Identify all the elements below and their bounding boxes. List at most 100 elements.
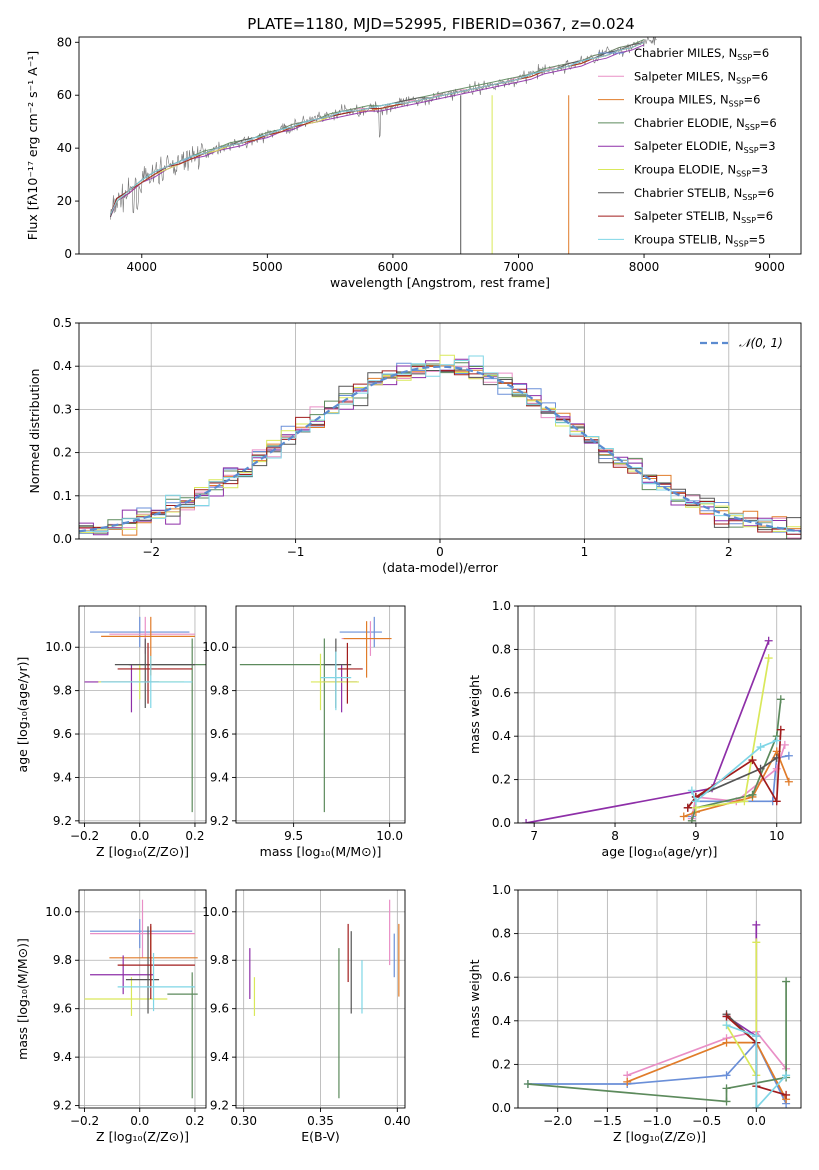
axes-residuals: −2 −1 0 1 2 0.0 0.1 0.2 0.3 0.4 0.5 (data-model)/er…	[27, 316, 802, 575]
plot-area	[84, 616, 206, 813]
axes-mass-vs-ebv: 0.30 0.35 0.40 9.2 9.4 9.6 9.8 10.0 E(B-V)	[202, 889, 411, 1144]
chart-age-vs-mass	[236, 606, 405, 823]
y-axis-label: Normed distribution	[27, 369, 42, 494]
y-tick-label: 9.8	[53, 953, 72, 967]
legend-label: Salpeter MILES, NSSP=6	[634, 69, 768, 85]
plot-area	[84, 899, 198, 1099]
x-tick-label: 0.2	[185, 829, 204, 843]
axes-mass-weight-vs-age: 7 8 9 10 0.0 0.2 0.4 0.6 0.8 1.0 age [log₁₀(age/yr…	[467, 599, 802, 859]
x-axis-label: age [log₁₀(age/yr)]	[602, 844, 718, 859]
y-tick-label: 80	[57, 35, 72, 49]
mass-weight-series-line	[626, 1041, 787, 1100]
x-axis-label: mass [log₁₀(M/M⊙)]	[260, 844, 382, 859]
y-tick-label: 0.8	[492, 927, 511, 941]
y-axis-label: mass weight	[467, 675, 482, 754]
y-tick-label: 10.0	[202, 640, 229, 654]
chart-mass-vs-ebv	[236, 890, 405, 1108]
plot-area	[522, 636, 793, 823]
mass-weight-marker	[679, 812, 688, 821]
mass-weight-marker	[687, 816, 696, 823]
y-tick-label: 0.0	[492, 816, 511, 830]
x-tick-label: 9.5	[284, 829, 303, 843]
normal-pdf-line	[79, 365, 801, 533]
legend-label: Kroupa ELODIE, NSSP=3	[634, 163, 768, 179]
mass-weight-marker	[722, 1097, 731, 1106]
mass-weight-marker	[764, 654, 773, 663]
mass-weight-marker	[776, 695, 785, 704]
figure-title: PLATE=1180, MJD=52995, FIBERID=0367, z=0…	[247, 15, 634, 33]
x-tick-label: −1.0	[642, 1114, 671, 1128]
mass-weight-marker	[784, 751, 793, 760]
chart-mass-weight-vs-z	[518, 889, 801, 1109]
y-tick-label: 0.3	[53, 402, 72, 416]
x-tick-label: 0.30	[230, 1114, 257, 1128]
y-tick-label: 9.2	[210, 1099, 229, 1113]
chart-spectrum: Chabrier MILES, NSSP=6 Salpeter MILES, NS…	[109, 37, 777, 254]
x-tick-label: 0.0	[747, 1114, 766, 1128]
x-tick-label: −0.2	[70, 1114, 99, 1128]
axes-frame	[78, 889, 207, 1109]
y-tick-label: 9.8	[210, 684, 229, 698]
axes-spectrum: 4000 5000 6000 7000 8000 9000 0 20 40 60 80 wavelen…	[25, 35, 802, 290]
mass-weight-marker	[722, 1021, 731, 1030]
y-tick-label: 9.2	[53, 814, 72, 828]
y-tick-label: 9.8	[53, 684, 72, 698]
y-axis-label: mass weight	[467, 959, 482, 1038]
legend-label: Chabrier MILES, NSSP=6	[634, 46, 769, 62]
y-tick-label: 0.5	[53, 316, 72, 330]
x-tick-label: 0.35	[307, 1114, 334, 1128]
y-tick-label: 40	[57, 141, 72, 155]
mass-weight-marker	[683, 803, 692, 812]
mass-weight-series-line	[691, 739, 778, 803]
y-tick-label: 0.6	[492, 686, 511, 700]
y-tick-label: 10.0	[45, 905, 72, 919]
y-axis-label: age [log₁₀(age/yr)]	[15, 657, 30, 773]
mass-weight-marker	[740, 797, 749, 806]
mass-weight-marker	[522, 819, 531, 823]
mass-weight-marker	[752, 938, 761, 947]
chart-age-vs-z	[79, 606, 206, 823]
legend-label: Salpeter ELODIE, NSSP=3	[634, 139, 776, 155]
mass-weight-marker	[752, 1032, 761, 1041]
y-tick-label: 0.4	[53, 359, 72, 373]
x-tick-label: 0.2	[185, 1114, 204, 1128]
x-axis-label: E(B-V)	[301, 1129, 340, 1144]
chart-residuals: 𝒩(0, 1)	[79, 322, 801, 540]
legend: Chabrier MILES, NSSP=6 Salpeter MILES, NS…	[598, 46, 777, 248]
y-tick-label: 0.0	[53, 532, 72, 546]
mass-weight-marker	[523, 1080, 532, 1089]
x-axis-label: Z [log₁₀(Z/Z⊙)]	[96, 1129, 189, 1144]
x-axis-label: (data-model)/error	[382, 560, 499, 575]
y-tick-label: 0.2	[492, 1057, 511, 1071]
x-tick-label: 0.40	[384, 1114, 411, 1128]
mass-weight-marker	[752, 920, 761, 929]
y-tick-label: 9.6	[53, 1002, 72, 1016]
mass-weight-marker	[782, 1090, 791, 1099]
y-tick-label: 9.2	[210, 814, 229, 828]
y-tick-label: 0.4	[492, 729, 511, 743]
y-tick-label: 9.4	[210, 1050, 229, 1064]
y-tick-label: 10.0	[45, 640, 72, 654]
x-tick-label: −0.2	[70, 829, 99, 843]
plot-area	[249, 899, 400, 1099]
x-tick-label: 0	[436, 545, 444, 559]
x-tick-label: 10.0	[376, 829, 403, 843]
plot-area	[523, 920, 791, 1108]
y-tick-label: 1.0	[492, 599, 511, 613]
histogram-series-line	[79, 354, 801, 534]
mass-weight-marker	[722, 1012, 731, 1021]
y-tick-label: 9.4	[53, 770, 72, 784]
mass-weight-marker	[782, 977, 791, 986]
y-tick-label: 9.2	[53, 1099, 72, 1113]
x-tick-label: 10	[769, 829, 784, 843]
y-tick-label: 9.8	[210, 953, 229, 967]
x-tick-label: −0.5	[692, 1114, 721, 1128]
x-tick-label: 5000	[252, 260, 283, 274]
mass-weight-marker	[722, 1071, 731, 1080]
x-tick-label: 2	[725, 545, 733, 559]
y-tick-label: 9.4	[210, 770, 229, 784]
x-axis-label: Z [log₁₀(Z/Z⊙)]	[96, 844, 189, 859]
x-tick-label: 9	[692, 829, 700, 843]
y-tick-label: 0.1	[53, 489, 72, 503]
